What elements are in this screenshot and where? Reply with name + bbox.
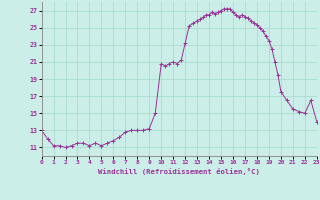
X-axis label: Windchill (Refroidissement éolien,°C): Windchill (Refroidissement éolien,°C) <box>98 168 260 175</box>
